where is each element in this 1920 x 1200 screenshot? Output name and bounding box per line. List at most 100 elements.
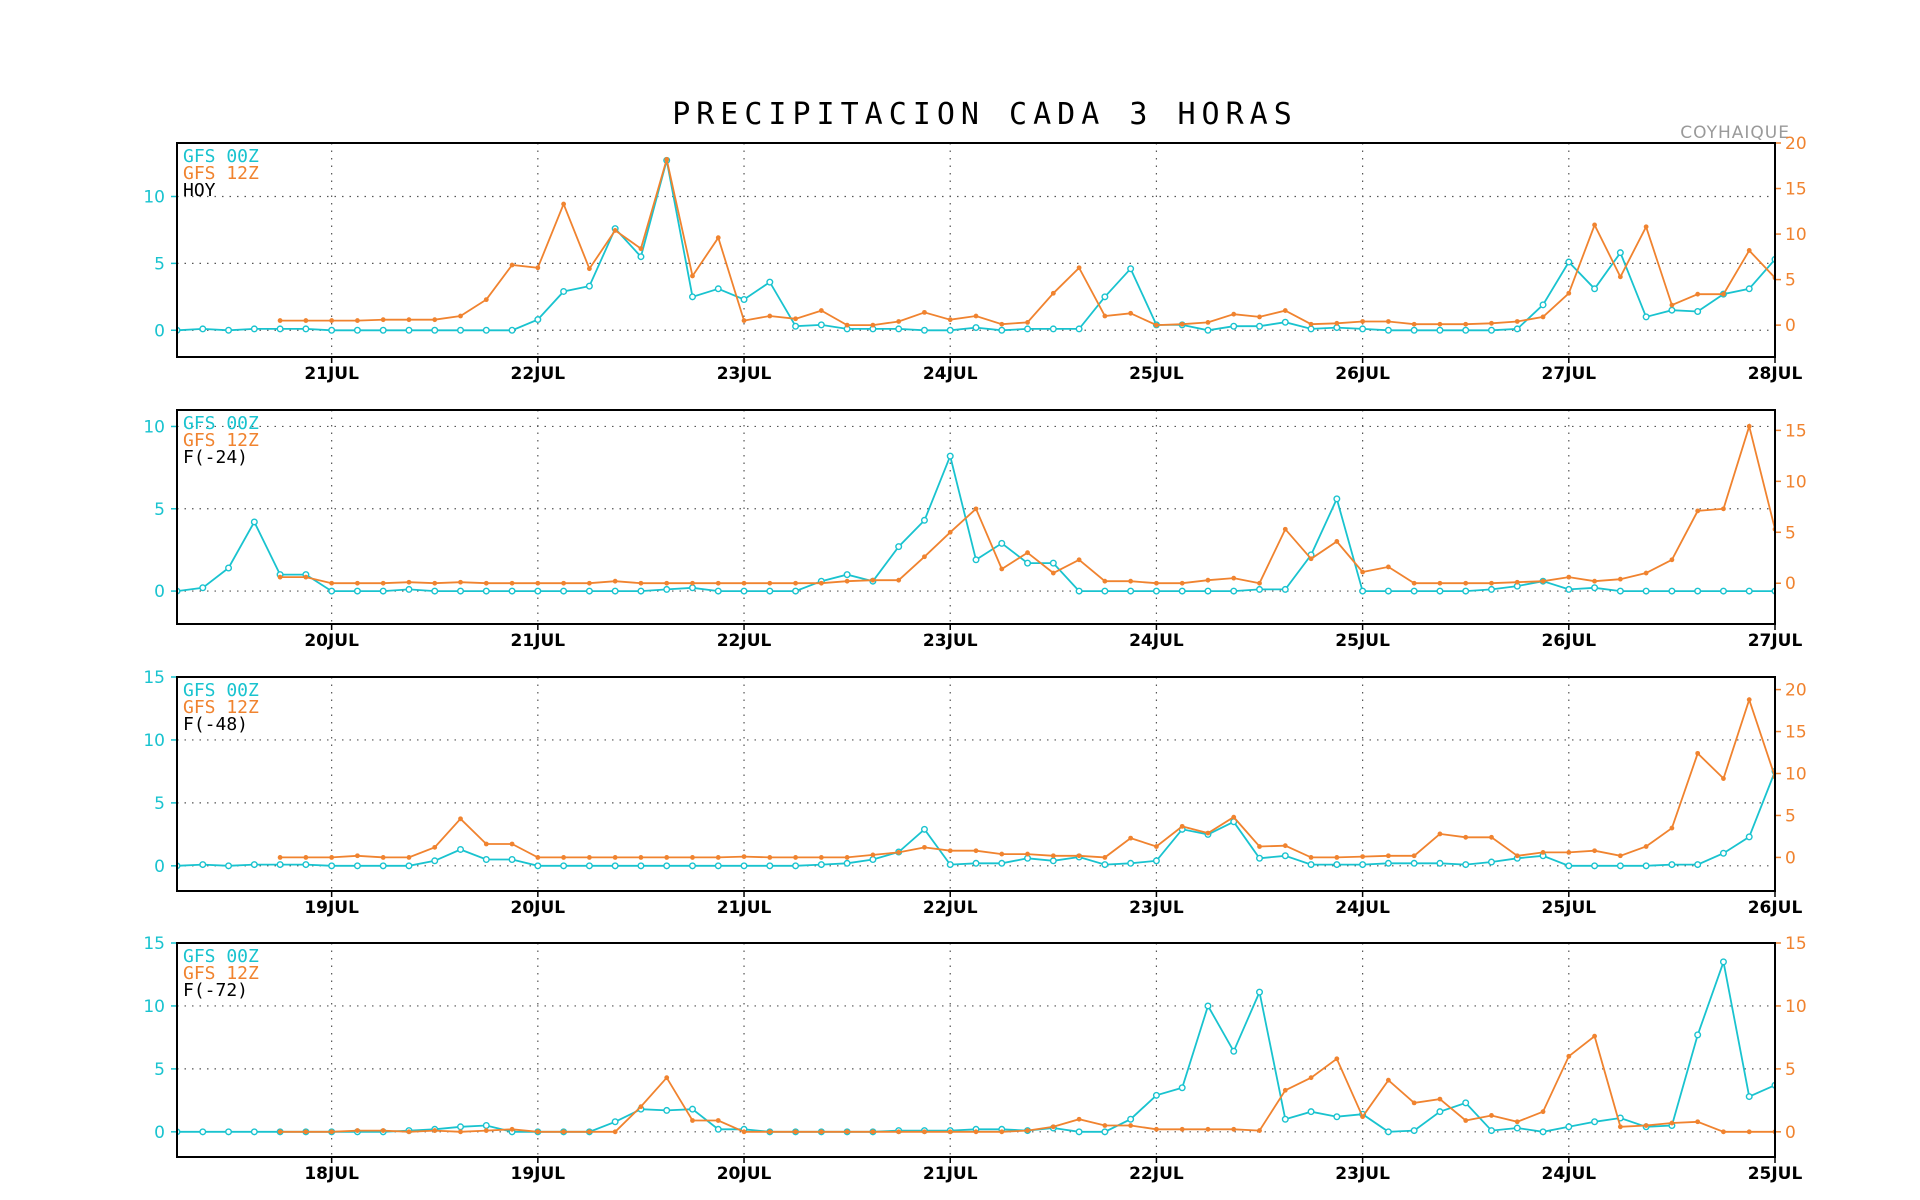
data-point: [1411, 1100, 1417, 1106]
data-point: [793, 1129, 798, 1135]
data-point: [611, 587, 619, 595]
data-point: [483, 297, 489, 303]
data-point: [1592, 1033, 1597, 1039]
series-line: [280, 422, 1775, 585]
data-point: [483, 1128, 489, 1133]
data-point: [1565, 1123, 1573, 1131]
data-point: [225, 326, 233, 334]
data-point: [946, 861, 954, 869]
data-point: [946, 326, 954, 334]
x-tick-label: 25JUL: [1129, 364, 1184, 384]
data-point: [585, 862, 593, 870]
data-point: [792, 587, 800, 595]
data-point: [1231, 814, 1237, 820]
y-right-tick-label: 0: [1785, 848, 1796, 868]
data-point: [612, 1129, 618, 1135]
data-point: [1566, 574, 1572, 580]
data-point: [1024, 325, 1032, 333]
data-point: [1075, 1128, 1083, 1136]
data-point: [1746, 423, 1752, 429]
data-point: [1437, 1096, 1443, 1102]
data-point: [586, 1129, 592, 1135]
data-point: [793, 580, 798, 586]
data-point: [458, 1129, 463, 1135]
data-point: [1102, 1123, 1108, 1128]
data-point: [844, 855, 850, 860]
data-point: [1514, 579, 1520, 585]
x-tick-label: 24JUL: [1541, 1164, 1596, 1184]
data-point: [896, 849, 902, 855]
x-tick-label: 18JUL: [304, 1164, 359, 1184]
data-point: [1462, 326, 1470, 334]
data-point: [199, 584, 207, 592]
data-point: [432, 844, 438, 850]
panel-label: F(-24): [183, 447, 248, 468]
data-point: [1540, 578, 1546, 584]
data-point: [535, 855, 541, 860]
x-tick-label: 19JUL: [511, 1164, 566, 1184]
x-tick-label: 27JUL: [1748, 631, 1803, 651]
data-point: [1154, 844, 1159, 849]
data-point: [1075, 325, 1083, 333]
data-point: [1281, 852, 1289, 860]
data-point: [1025, 851, 1030, 857]
data-point: [534, 862, 542, 870]
data-point: [1101, 1128, 1109, 1136]
data-point: [1360, 1114, 1366, 1120]
data-point: [638, 580, 644, 586]
data-point: [844, 322, 850, 328]
data-point: [560, 862, 568, 870]
data-point: [1695, 291, 1701, 297]
data-point: [612, 855, 618, 860]
data-point: [920, 516, 928, 524]
data-point: [560, 287, 568, 295]
data-point: [1384, 587, 1392, 595]
data-point: [277, 574, 283, 580]
data-point: [1128, 1123, 1134, 1128]
data-point: [1437, 580, 1443, 586]
data-point: [1824, 542, 1830, 548]
x-tick-label: 28JUL: [1748, 364, 1803, 384]
x-tick-label: 19JUL: [304, 898, 359, 918]
data-point: [586, 855, 592, 860]
data-point: [870, 1129, 876, 1135]
series-line: [280, 1034, 1775, 1133]
data-point: [1152, 1091, 1160, 1099]
data-point: [1798, 499, 1803, 504]
data-point: [714, 1125, 722, 1133]
data-point: [896, 1129, 902, 1135]
data-point: [1359, 325, 1367, 333]
data-point: [1205, 577, 1211, 583]
data-point: [1566, 849, 1572, 855]
data-point: [1437, 831, 1443, 837]
x-tick-label: 23JUL: [923, 631, 978, 651]
x-tick-label: 21JUL: [923, 1164, 978, 1184]
series-line: [177, 160, 1775, 332]
data-point: [1616, 249, 1624, 257]
data-point: [1384, 1128, 1392, 1136]
data-point: [277, 1129, 283, 1135]
data-point: [509, 580, 515, 586]
data-point: [1540, 1109, 1546, 1115]
data-point: [329, 580, 335, 586]
x-tick-label: 23JUL: [717, 364, 772, 384]
data-point: [1230, 587, 1238, 595]
data-point: [534, 587, 542, 595]
data-point: [793, 855, 798, 860]
data-point: [637, 253, 645, 261]
y-right-tick-label: 5: [1785, 523, 1796, 543]
data-point: [405, 862, 413, 870]
data-point: [1050, 1124, 1056, 1130]
data-point: [817, 861, 825, 869]
data-point: [1049, 559, 1057, 567]
data-point: [1617, 274, 1623, 280]
x-tick-label: 27JUL: [1541, 364, 1596, 384]
data-point: [353, 862, 361, 870]
data-point: [663, 862, 671, 870]
data-point: [1487, 858, 1495, 866]
data-point: [1308, 1075, 1314, 1081]
y-right-tick-label: 15: [1785, 723, 1807, 743]
x-tick-label: 20JUL: [304, 631, 359, 651]
data-point: [688, 293, 696, 301]
data-point: [1462, 861, 1470, 869]
